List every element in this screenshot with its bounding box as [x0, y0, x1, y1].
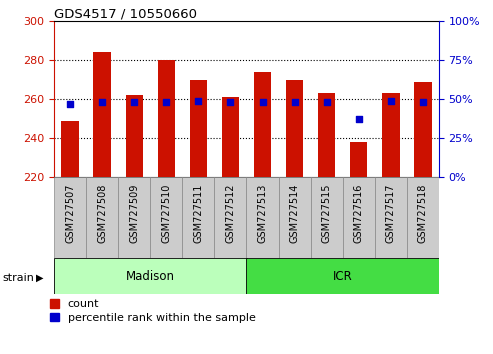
Legend: count, percentile rank within the sample: count, percentile rank within the sample: [50, 299, 255, 323]
Bar: [54, 258, 246, 294]
Bar: [182, 177, 214, 258]
Text: ICR: ICR: [333, 270, 352, 282]
Point: [130, 99, 138, 105]
Text: GSM727509: GSM727509: [129, 183, 140, 243]
Point: [354, 116, 362, 122]
Bar: [286, 80, 303, 177]
Text: GSM727510: GSM727510: [161, 183, 172, 243]
Bar: [86, 177, 118, 258]
Text: strain: strain: [2, 273, 35, 283]
Point: [162, 99, 170, 105]
Bar: [343, 177, 375, 258]
Point: [98, 99, 106, 105]
Bar: [190, 80, 207, 177]
Point: [226, 99, 234, 105]
Bar: [150, 177, 182, 258]
Bar: [54, 177, 86, 258]
Text: GSM727518: GSM727518: [418, 183, 428, 243]
Text: Madison: Madison: [126, 270, 175, 282]
Text: ▶: ▶: [35, 273, 43, 283]
Point: [322, 99, 330, 105]
Text: GSM727513: GSM727513: [257, 183, 268, 243]
Bar: [350, 142, 367, 177]
Bar: [94, 52, 111, 177]
Text: GSM727514: GSM727514: [289, 183, 300, 243]
Bar: [414, 81, 431, 177]
Bar: [246, 177, 279, 258]
Bar: [118, 177, 150, 258]
Text: GDS4517 / 10550660: GDS4517 / 10550660: [54, 7, 197, 20]
Point: [194, 98, 202, 103]
Bar: [375, 177, 407, 258]
Bar: [407, 177, 439, 258]
Bar: [126, 95, 143, 177]
Text: GSM727517: GSM727517: [386, 183, 396, 243]
Bar: [279, 177, 311, 258]
Text: GSM727508: GSM727508: [97, 183, 107, 243]
Point: [419, 99, 426, 105]
Text: GSM727507: GSM727507: [65, 183, 75, 243]
Point: [66, 101, 74, 107]
Bar: [62, 120, 79, 177]
Text: GSM727512: GSM727512: [225, 183, 236, 243]
Bar: [158, 60, 175, 177]
Point: [258, 99, 266, 105]
Bar: [318, 93, 335, 177]
Text: GSM727516: GSM727516: [353, 183, 364, 243]
Bar: [254, 72, 271, 177]
Bar: [222, 97, 239, 177]
Bar: [311, 177, 343, 258]
Point: [387, 98, 394, 103]
Text: GSM727511: GSM727511: [193, 183, 204, 243]
Bar: [214, 177, 246, 258]
Point: [290, 99, 298, 105]
Text: GSM727515: GSM727515: [321, 183, 332, 243]
Bar: [246, 258, 439, 294]
Bar: [382, 93, 399, 177]
